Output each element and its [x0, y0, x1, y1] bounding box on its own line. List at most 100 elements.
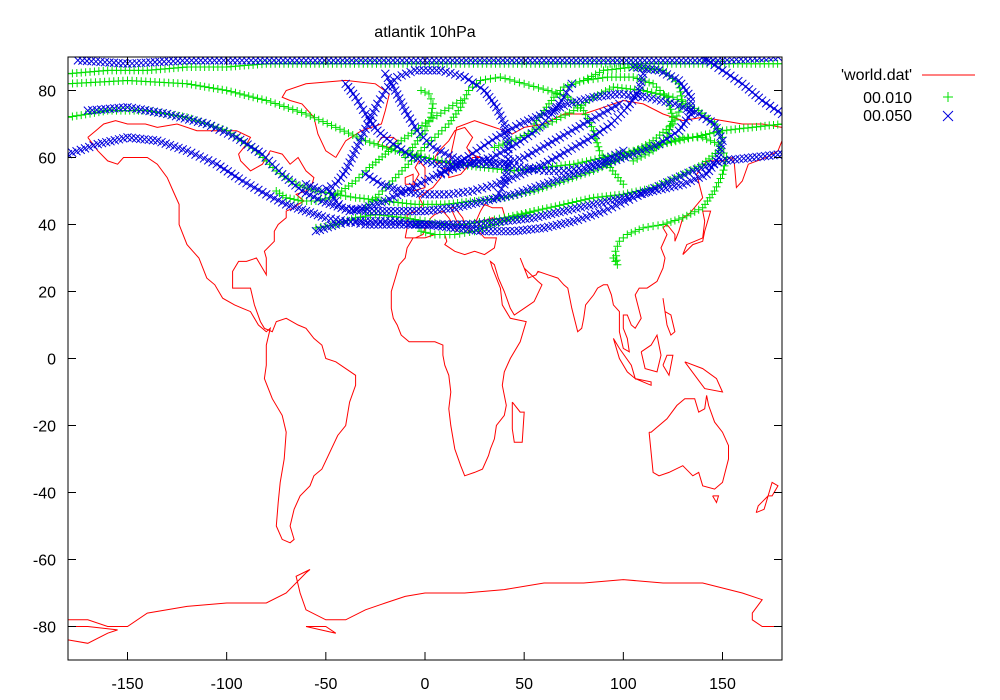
point-marker-plus [196, 82, 205, 91]
point-marker-plus [77, 111, 86, 120]
point-marker-cross [136, 58, 146, 68]
point-marker-cross [144, 135, 154, 145]
point-marker-plus [712, 182, 721, 191]
point-marker-plus [672, 111, 681, 120]
point-marker-cross [460, 72, 470, 82]
world-outline-line [635, 378, 652, 387]
series-00-050-points [68, 57, 782, 236]
world-outline-line [511, 401, 525, 443]
point-marker-cross [559, 92, 569, 102]
point-marker-cross [631, 57, 640, 65]
point-marker-cross [423, 66, 433, 75]
point-marker-cross [480, 141, 489, 150]
point-marker-plus [659, 89, 668, 98]
x-axis: -150 -100 -50 0 50 100 150 [111, 57, 736, 693]
point-marker-cross [230, 171, 240, 181]
x-tick-label: -100 [211, 676, 243, 693]
point-marker-cross [446, 68, 455, 78]
point-marker-cross [434, 189, 444, 199]
point-marker-plus [595, 68, 604, 77]
point-marker-plus [548, 117, 557, 126]
point-marker-plus [666, 105, 675, 114]
point-marker-cross [473, 185, 482, 195]
point-marker-plus [778, 120, 782, 128]
point-marker-cross [765, 101, 775, 111]
point-marker-cross [382, 206, 392, 216]
point-marker-plus [344, 129, 353, 138]
point-marker-cross [155, 57, 164, 67]
point-marker-cross [369, 174, 378, 184]
world-outline-line [412, 160, 426, 192]
point-marker-cross [616, 199, 625, 208]
point-marker-cross [384, 57, 393, 65]
point-marker-cross [365, 172, 374, 182]
point-marker-cross [406, 57, 416, 65]
point-marker-cross [662, 134, 672, 144]
y-tick-label: 0 [47, 352, 56, 369]
point-marker-cross [603, 204, 613, 214]
point-marker-cross [497, 226, 506, 236]
point-marker-cross [752, 152, 761, 162]
y-tick-label: -60 [33, 553, 56, 570]
point-marker-cross [109, 104, 119, 113]
y-tick-label: -20 [33, 419, 56, 436]
point-marker-plus [266, 98, 275, 107]
point-marker-plus [582, 157, 591, 166]
point-marker-cross [477, 183, 487, 193]
point-marker-cross [431, 220, 441, 229]
point-marker-cross [658, 57, 668, 65]
point-marker-plus [424, 117, 433, 126]
point-marker-cross [571, 124, 581, 133]
point-marker-cross [475, 57, 485, 65]
point-marker-cross [195, 152, 205, 161]
point-marker-cross [395, 220, 404, 229]
point-marker-plus [397, 166, 406, 175]
point-marker-plus [561, 111, 570, 120]
point-marker-plus [424, 89, 433, 98]
point-marker-cross [235, 135, 245, 145]
legend-label-world: 'world.dat' [841, 67, 912, 84]
point-marker-cross [718, 136, 727, 146]
point-marker-cross [722, 68, 731, 78]
point-marker-cross [150, 57, 160, 67]
point-marker-cross [628, 62, 638, 72]
point-marker-cross [135, 134, 145, 144]
point-marker-cross [411, 57, 421, 65]
point-marker-plus [666, 121, 675, 130]
point-marker-cross [159, 57, 169, 66]
point-marker-cross [260, 57, 270, 65]
point-marker-cross [548, 57, 558, 65]
point-marker-cross [686, 57, 695, 65]
point-marker-cross [216, 162, 225, 171]
point-marker-plus [613, 242, 622, 251]
point-marker-cross [553, 57, 563, 65]
point-marker-plus [694, 205, 703, 214]
point-marker-plus [293, 106, 302, 115]
world-outline-line [305, 626, 337, 634]
point-marker-plus [361, 212, 370, 221]
point-marker-plus [310, 113, 319, 122]
world-outline-line [68, 569, 782, 627]
point-marker-cross [764, 151, 774, 160]
point-marker-plus [460, 94, 469, 103]
point-marker-plus [576, 196, 585, 205]
point-marker-cross [575, 139, 585, 149]
point-marker-cross [735, 154, 744, 164]
point-marker-plus [686, 209, 695, 218]
point-marker-cross [178, 57, 187, 65]
point-marker-cross [487, 181, 496, 190]
point-marker-plus [619, 233, 628, 242]
point-marker-plus [253, 94, 262, 103]
point-marker-cross [413, 154, 423, 164]
point-marker-plus [598, 73, 607, 82]
point-marker-cross [131, 134, 141, 143]
point-marker-cross [383, 73, 393, 83]
point-marker-cross [402, 57, 412, 65]
point-marker-plus [645, 148, 654, 157]
point-marker-cross [278, 57, 288, 65]
point-marker-cross [419, 220, 428, 229]
point-marker-plus [244, 92, 253, 101]
point-marker-cross [395, 206, 404, 216]
y-tick-label: 40 [38, 218, 56, 235]
point-marker-cross [306, 57, 315, 65]
